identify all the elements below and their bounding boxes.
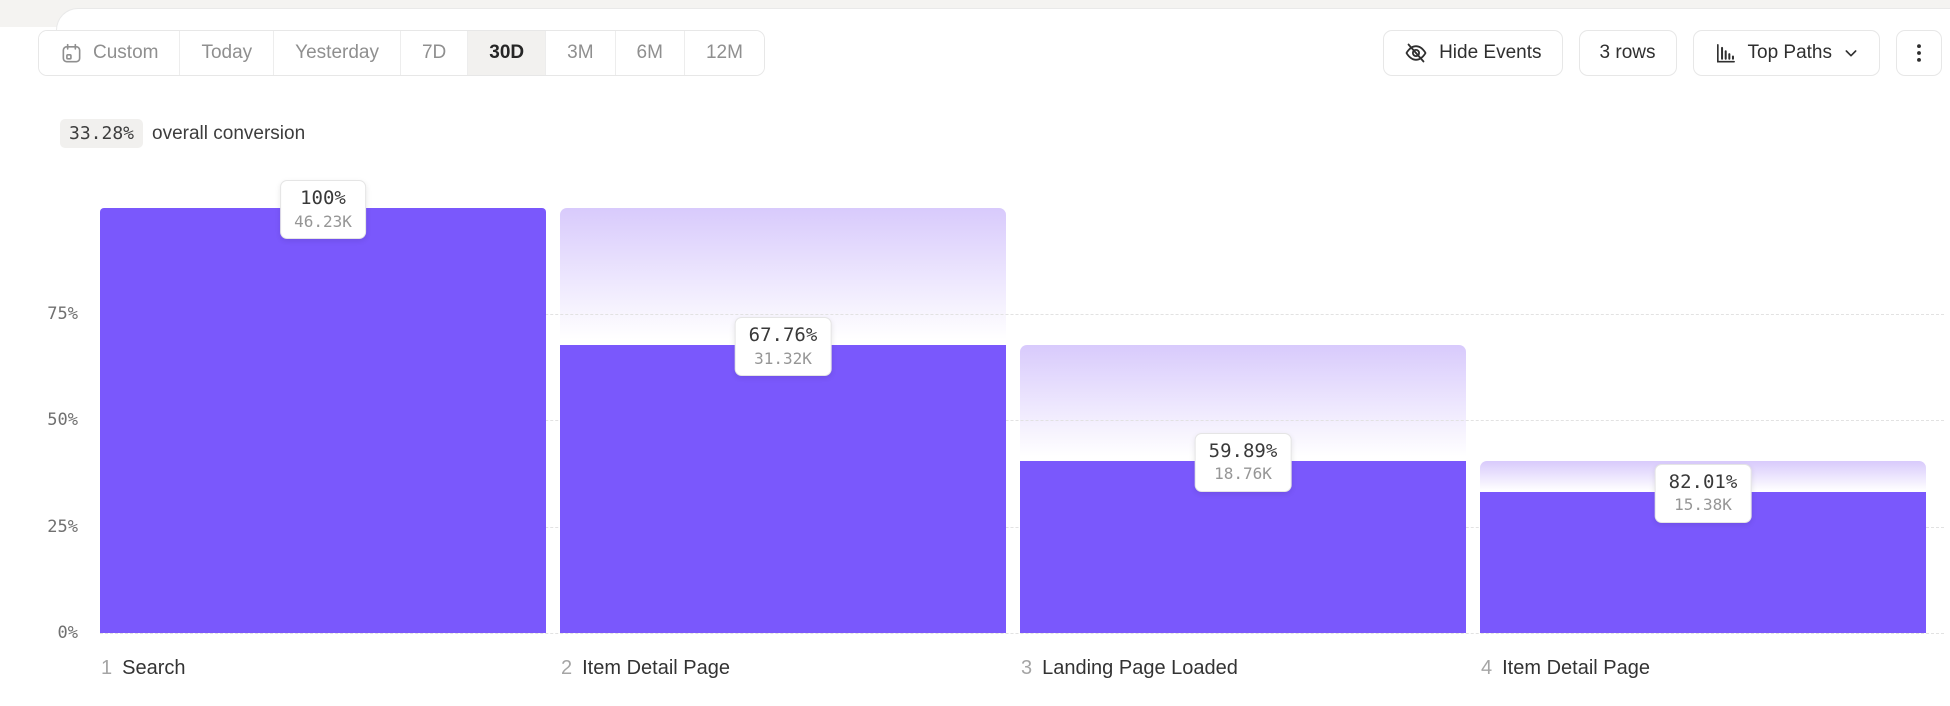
step-name-2: 2 Item Detail Page [561, 657, 730, 679]
calendar-icon [60, 42, 83, 65]
hide-events-label: Hide Events [1439, 42, 1542, 63]
y-axis-tick-25: 25% [47, 517, 78, 537]
funnel-value-label-1: 100% 46.23K [280, 180, 366, 240]
step-count: 18.76K [1214, 464, 1272, 484]
date-range-today[interactable]: Today [179, 31, 274, 75]
top-paths-label: Top Paths [1747, 42, 1833, 63]
gridline-75 [100, 314, 1944, 315]
step-count: 15.38K [1674, 495, 1732, 515]
date-range-yesterday[interactable]: Yesterday [273, 31, 400, 75]
top-paths-dropdown[interactable]: Top Paths [1692, 30, 1880, 76]
toolbar: Custom Today Yesterday 7D 30D 3M 6M 12M … [38, 30, 1942, 76]
page-top-background [0, 0, 1950, 9]
date-range-7d[interactable]: 7D [399, 31, 468, 75]
funnel-value-label-4: 82.01% 15.38K [1654, 463, 1752, 524]
date-range-label: Custom [93, 42, 159, 63]
step-conversion-pct: 67.76% [748, 324, 818, 347]
date-range-control: Custom Today Yesterday 7D 30D 3M 6M 12M [38, 30, 765, 76]
chevron-down-icon [1843, 45, 1859, 61]
funnel-step-2: 67.76% 31.32K 2 Item Detail Page [560, 0, 1006, 706]
hide-events-button[interactable]: Hide Events [1383, 30, 1563, 76]
funnel-bar-1[interactable] [100, 208, 546, 633]
y-axis-tick-50: 50% [47, 410, 78, 430]
funnel-step-4: 82.01% 15.38K 4 Item Detail Page [1480, 0, 1926, 706]
funnel-step-1: 100% 46.23K 1 Search [100, 0, 546, 706]
step-count: 46.23K [294, 211, 352, 231]
toolbar-actions: Hide Events 3 rows Top Paths [1383, 30, 1942, 76]
overall-conversion-value: 33.28% [60, 119, 144, 148]
overall-conversion-label: overall conversion [152, 122, 306, 144]
rows-label: 3 rows [1599, 42, 1656, 63]
bar-chart-icon [1714, 42, 1737, 65]
rows-button[interactable]: 3 rows [1578, 30, 1677, 76]
more-options-button[interactable] [1896, 30, 1942, 76]
step-conversion-pct: 100% [300, 187, 346, 209]
date-range-custom[interactable]: Custom [39, 31, 180, 75]
step-name-1: 1 Search [101, 657, 186, 679]
date-range-30d[interactable]: 30D [467, 31, 546, 75]
step-count: 31.32K [754, 348, 812, 368]
step-name-3: 3 Landing Page Loaded [1021, 657, 1238, 679]
y-axis-tick-0: 0% [57, 623, 78, 643]
step-conversion-pct: 59.89% [1208, 439, 1278, 462]
step-conversion-pct: 82.01% [1668, 470, 1738, 493]
funnel-step-3: 59.89% 18.76K 3 Landing Page Loaded [1020, 0, 1466, 706]
funnel-bar-2[interactable] [560, 345, 1006, 633]
eye-off-icon [1404, 41, 1428, 65]
kebab-menu-icon [1908, 42, 1930, 64]
y-axis-tick-75: 75% [47, 304, 78, 324]
step-name-4: 4 Item Detail Page [1481, 657, 1650, 679]
gridline-0 [100, 633, 1944, 634]
date-range-12m[interactable]: 12M [683, 31, 764, 75]
date-range-3m[interactable]: 3M [545, 31, 615, 75]
gridline-50 [100, 420, 1944, 421]
funnel-value-label-3: 59.89% 18.76K [1194, 432, 1292, 492]
date-range-6m[interactable]: 6M [614, 31, 684, 75]
funnel-value-label-2: 67.76% 31.32K [734, 317, 832, 377]
overall-conversion-summary: 33.28% overall conversion [60, 119, 305, 148]
